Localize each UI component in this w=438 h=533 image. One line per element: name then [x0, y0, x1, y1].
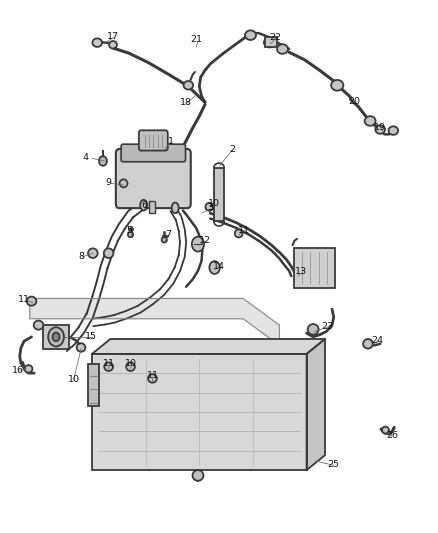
Text: 9: 9	[106, 178, 112, 187]
Ellipse shape	[92, 38, 102, 47]
Bar	[88, 364, 99, 406]
Text: 16: 16	[12, 366, 25, 375]
Ellipse shape	[104, 362, 113, 371]
Ellipse shape	[184, 81, 193, 90]
Ellipse shape	[34, 321, 43, 329]
Text: 25: 25	[328, 461, 340, 469]
Text: 11: 11	[146, 372, 159, 380]
Ellipse shape	[205, 203, 213, 211]
Ellipse shape	[109, 41, 117, 49]
Ellipse shape	[88, 248, 98, 258]
Text: 2: 2	[229, 145, 235, 154]
Text: 10: 10	[208, 199, 220, 208]
FancyBboxPatch shape	[139, 130, 168, 150]
Text: 17: 17	[107, 32, 119, 41]
Text: 23: 23	[321, 322, 334, 330]
Circle shape	[48, 327, 64, 346]
Text: 20: 20	[348, 97, 360, 106]
Ellipse shape	[264, 38, 275, 47]
Ellipse shape	[77, 343, 85, 352]
Text: 8: 8	[78, 253, 84, 261]
Text: 1: 1	[168, 137, 174, 146]
Polygon shape	[92, 339, 325, 354]
Text: 19: 19	[374, 124, 386, 132]
Ellipse shape	[128, 232, 133, 237]
Text: 11: 11	[18, 295, 30, 304]
Ellipse shape	[277, 44, 288, 54]
Ellipse shape	[382, 426, 389, 434]
Circle shape	[53, 333, 60, 341]
Ellipse shape	[172, 203, 179, 213]
Circle shape	[209, 261, 220, 274]
FancyBboxPatch shape	[116, 149, 191, 208]
Ellipse shape	[193, 470, 203, 481]
Text: 12: 12	[199, 237, 211, 245]
Ellipse shape	[27, 296, 36, 306]
Text: 6: 6	[141, 201, 148, 209]
Bar	[43, 325, 69, 349]
Text: 14: 14	[213, 262, 225, 271]
Text: 22: 22	[269, 33, 281, 42]
Text: 4: 4	[82, 153, 88, 161]
Text: 26: 26	[386, 432, 398, 440]
Text: 15: 15	[85, 333, 97, 341]
Bar	[294, 248, 335, 288]
Ellipse shape	[126, 362, 135, 371]
Ellipse shape	[104, 248, 113, 258]
Text: 10: 10	[124, 359, 137, 368]
Text: 11: 11	[102, 359, 115, 368]
Ellipse shape	[307, 324, 318, 335]
Text: 13: 13	[295, 268, 307, 276]
Ellipse shape	[140, 200, 147, 211]
FancyBboxPatch shape	[121, 144, 186, 162]
Ellipse shape	[375, 125, 385, 134]
Ellipse shape	[363, 339, 373, 349]
Ellipse shape	[162, 237, 167, 243]
Ellipse shape	[331, 80, 343, 91]
Ellipse shape	[25, 365, 32, 373]
Bar	[92, 354, 307, 470]
Bar	[214, 168, 224, 221]
Ellipse shape	[235, 229, 243, 237]
Text: 10: 10	[67, 375, 80, 384]
Polygon shape	[30, 298, 279, 345]
Ellipse shape	[364, 116, 376, 126]
Ellipse shape	[245, 30, 256, 40]
Text: 11: 11	[238, 226, 251, 235]
Text: 24: 24	[371, 336, 384, 344]
Text: 7: 7	[166, 230, 172, 239]
Polygon shape	[307, 339, 325, 470]
Circle shape	[192, 237, 204, 252]
Ellipse shape	[389, 126, 398, 135]
Ellipse shape	[148, 374, 157, 383]
Text: 3: 3	[207, 204, 213, 212]
Text: 5: 5	[126, 226, 132, 235]
Text: 18: 18	[180, 98, 192, 107]
Ellipse shape	[120, 179, 127, 188]
Bar	[265, 37, 277, 47]
Ellipse shape	[99, 156, 107, 166]
Bar	[149, 201, 155, 213]
Text: 21: 21	[190, 36, 202, 44]
